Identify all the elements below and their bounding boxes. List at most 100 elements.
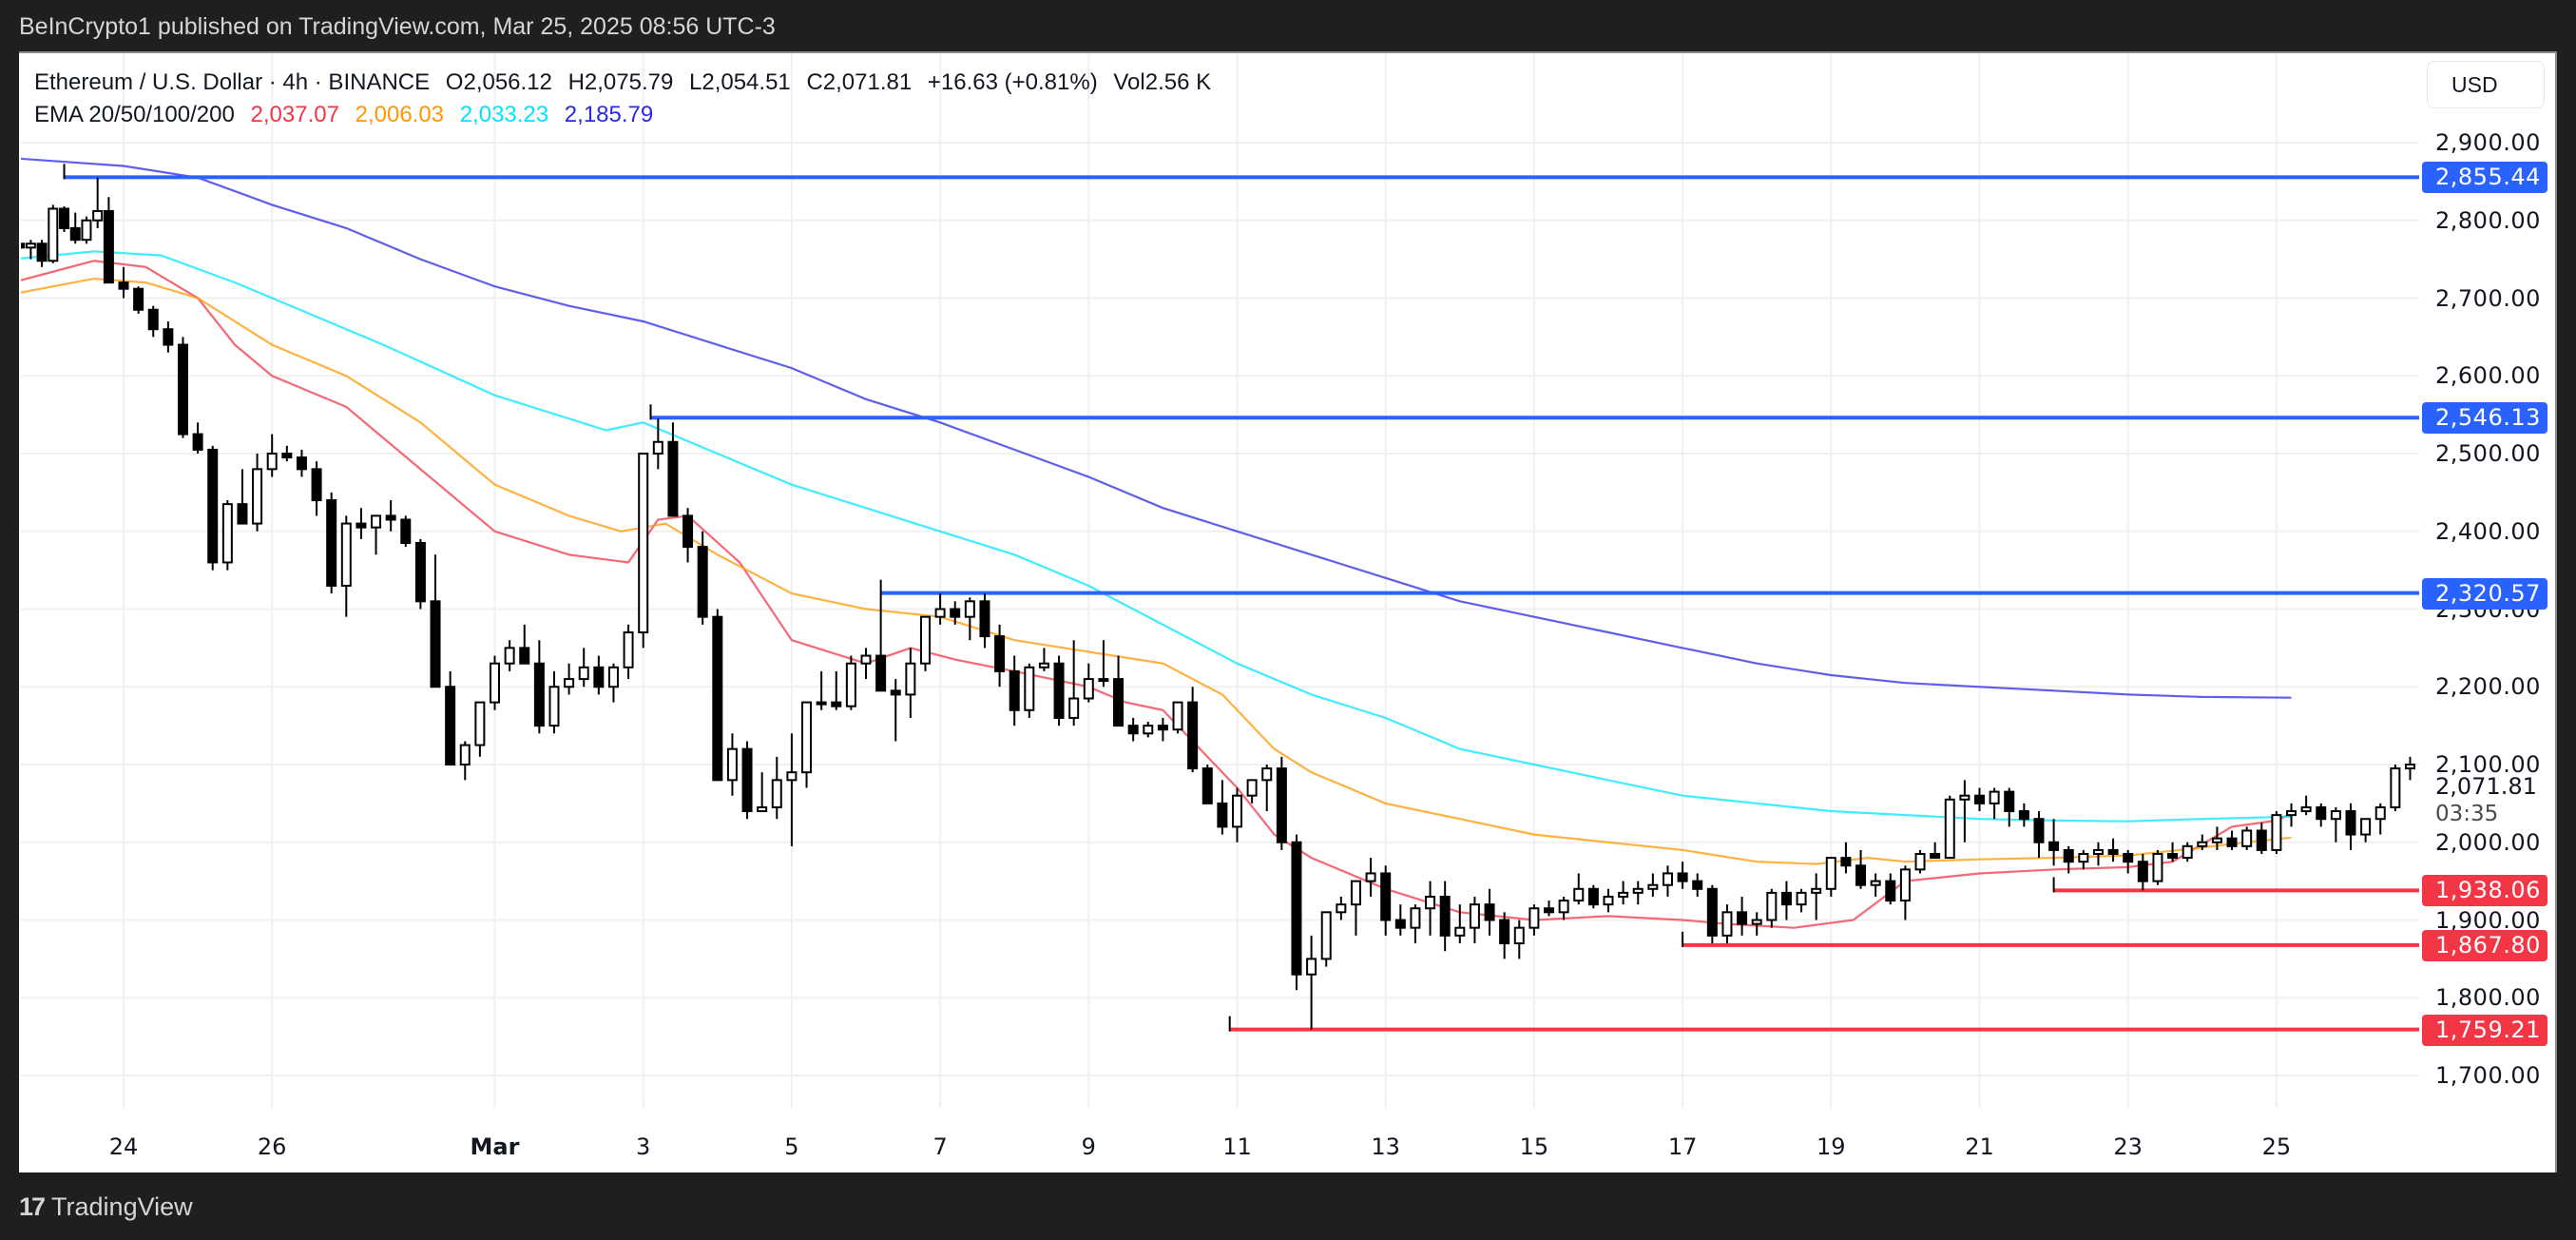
bull-candle[interactable]: [221, 503, 233, 564]
bull-candle[interactable]: [1350, 880, 1361, 906]
bull-candle[interactable]: [1647, 883, 1659, 890]
bull-candle[interactable]: [934, 608, 946, 618]
bear-candle[interactable]: [2167, 853, 2179, 860]
bear-candle[interactable]: [59, 207, 70, 229]
bear-candle[interactable]: [533, 662, 545, 727]
bull-candle[interactable]: [1632, 887, 1644, 894]
bear-candle[interactable]: [1009, 669, 1020, 711]
bear-candle[interactable]: [414, 542, 426, 603]
bull-candle[interactable]: [964, 600, 975, 618]
bear-candle[interactable]: [1930, 853, 1941, 860]
bull-candle[interactable]: [1870, 880, 1881, 886]
bear-candle[interactable]: [2107, 848, 2119, 856]
bull-candle[interactable]: [1068, 697, 1080, 719]
bear-candle[interactable]: [519, 647, 530, 665]
bear-candle[interactable]: [875, 654, 887, 692]
bear-candle[interactable]: [192, 433, 203, 451]
bull-candle[interactable]: [2286, 810, 2297, 817]
bull-candle[interactable]: [92, 209, 104, 222]
bear-candle[interactable]: [1780, 891, 1792, 906]
bear-candle[interactable]: [69, 226, 81, 242]
bull-candle[interactable]: [2092, 848, 2104, 856]
bull-candle[interactable]: [1083, 678, 1094, 700]
bear-candle[interactable]: [385, 514, 396, 521]
bull-candle[interactable]: [2421, 765, 2430, 766]
bull-candle[interactable]: [578, 666, 589, 681]
bear-candle[interactable]: [430, 600, 441, 688]
bull-candle[interactable]: [2241, 829, 2253, 847]
bear-candle[interactable]: [2226, 837, 2238, 847]
bull-candle[interactable]: [652, 440, 663, 455]
bear-candle[interactable]: [2137, 861, 2148, 882]
bear-candle[interactable]: [2256, 829, 2267, 851]
bull-candle[interactable]: [2300, 805, 2312, 813]
bull-candle[interactable]: [1143, 725, 1154, 735]
bull-candle[interactable]: [1261, 767, 1273, 782]
bear-candle[interactable]: [36, 242, 48, 262]
bull-candle[interactable]: [2360, 818, 2372, 836]
bull-candle[interactable]: [2152, 853, 2163, 882]
bear-candle[interactable]: [1587, 887, 1599, 906]
bear-candle[interactable]: [1276, 767, 1287, 843]
bull-candle[interactable]: [48, 207, 59, 262]
bear-candle[interactable]: [979, 600, 990, 638]
bear-candle[interactable]: [1053, 662, 1065, 719]
bull-candle[interactable]: [1989, 790, 2000, 804]
bear-candle[interactable]: [2004, 790, 2015, 813]
bear-candle[interactable]: [831, 701, 842, 707]
bull-candle[interactable]: [1410, 907, 1421, 929]
bear-candle[interactable]: [2316, 805, 2327, 821]
bull-candle[interactable]: [2390, 767, 2401, 808]
bear-candle[interactable]: [2123, 853, 2134, 863]
bear-candle[interactable]: [593, 666, 605, 688]
bear-candle[interactable]: [1737, 911, 1748, 925]
bull-candle[interactable]: [1513, 926, 1525, 945]
bear-candle[interactable]: [118, 281, 129, 290]
bull-candle[interactable]: [1796, 891, 1807, 906]
bull-candle[interactable]: [1811, 887, 1822, 894]
bear-candle[interactable]: [237, 503, 248, 525]
bear-candle[interactable]: [1692, 880, 1703, 890]
bull-candle[interactable]: [1365, 872, 1376, 882]
bull-candle[interactable]: [1306, 958, 1317, 976]
bull-candle[interactable]: [459, 744, 471, 765]
bear-candle[interactable]: [207, 448, 219, 564]
bear-candle[interactable]: [281, 453, 293, 459]
bear-candle[interactable]: [1201, 767, 1213, 804]
bear-candle[interactable]: [1157, 725, 1168, 731]
bull-candle[interactable]: [1899, 868, 1911, 902]
bear-candle[interactable]: [400, 518, 412, 545]
bull-candle[interactable]: [1825, 857, 1836, 890]
bear-candle[interactable]: [667, 440, 679, 517]
bull-candle[interactable]: [1172, 701, 1183, 731]
bear-candle[interactable]: [163, 328, 174, 346]
bull-candle[interactable]: [474, 701, 486, 746]
bear-candle[interactable]: [326, 499, 337, 587]
bear-candle[interactable]: [697, 546, 708, 618]
bull-candle[interactable]: [1721, 911, 1733, 937]
bull-candle[interactable]: [1320, 911, 1332, 960]
bear-candle[interactable]: [1499, 919, 1510, 945]
ema20-line[interactable]: [12, 260, 2292, 929]
bull-candle[interactable]: [771, 779, 782, 808]
bear-candle[interactable]: [1187, 701, 1199, 770]
currency-button[interactable]: USD: [2427, 61, 2545, 108]
bear-candle[interactable]: [177, 343, 188, 436]
bull-candle[interactable]: [81, 219, 92, 242]
ema100-line[interactable]: [12, 250, 2292, 823]
bear-candle[interactable]: [311, 468, 322, 502]
bull-candle[interactable]: [504, 647, 515, 665]
bear-candle[interactable]: [2063, 848, 2074, 863]
bear-candle[interactable]: [1677, 872, 1688, 882]
bull-candle[interactable]: [801, 701, 813, 774]
bear-candle[interactable]: [682, 514, 694, 549]
bull-candle[interactable]: [266, 453, 278, 471]
bear-candle[interactable]: [356, 522, 367, 529]
bull-candle[interactable]: [371, 514, 382, 529]
bull-candle[interactable]: [1024, 666, 1035, 711]
bull-candle[interactable]: [1232, 794, 1242, 828]
bear-candle[interactable]: [147, 308, 159, 331]
bull-candle[interactable]: [1766, 891, 1778, 921]
bull-candle[interactable]: [845, 662, 856, 707]
bear-candle[interactable]: [2048, 841, 2060, 851]
